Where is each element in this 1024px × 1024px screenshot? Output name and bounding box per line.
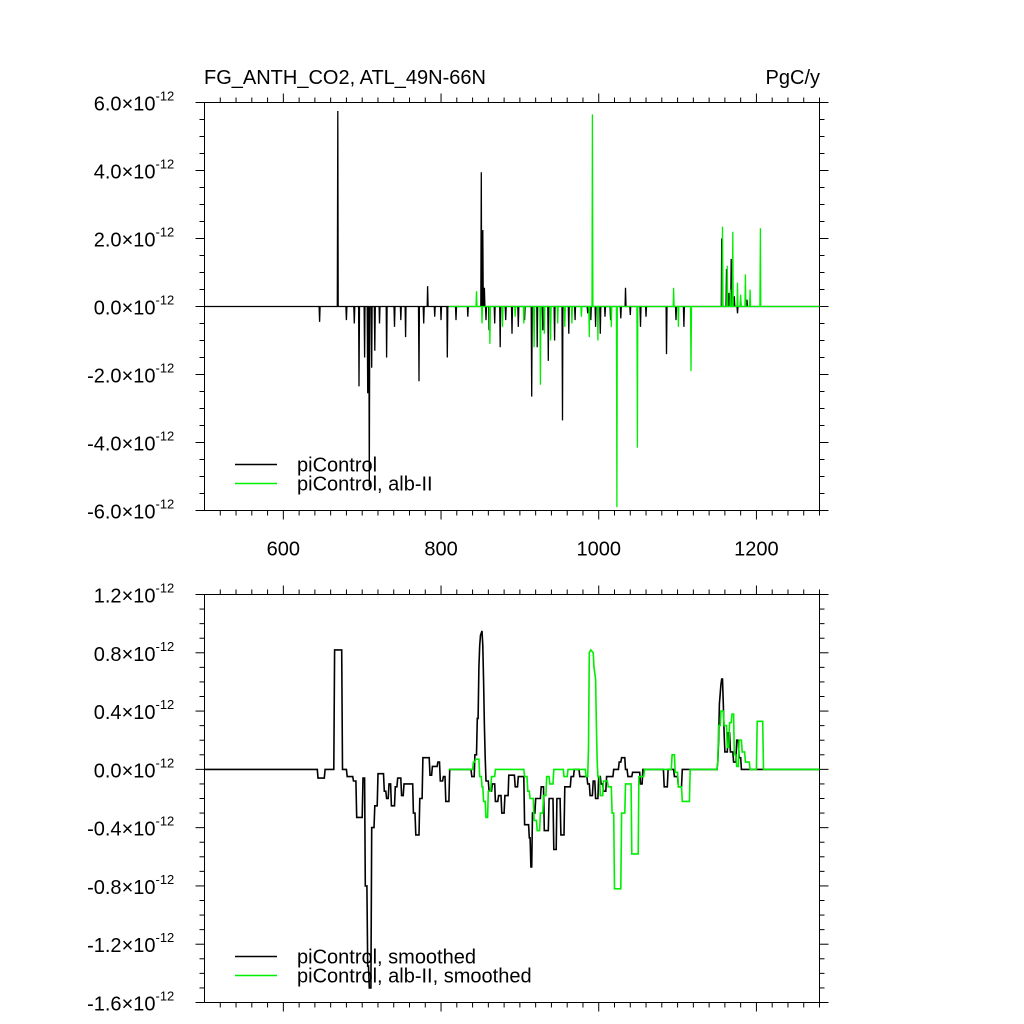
bottom-legend-label: piControl, alb-II, smoothed — [297, 966, 532, 988]
top-y-tick-exponent: -12 — [156, 361, 175, 376]
top-y-tick-times: ×10 — [122, 298, 156, 320]
top-y-tick-mantissa: -6.0 — [87, 502, 121, 524]
top-legend-label: piControl — [297, 455, 377, 477]
bottom-y-tick-exponent: -12 — [156, 930, 175, 945]
top-y-tick-label: -6.0×10 — [87, 502, 155, 524]
top-x-tick-label: 800 — [424, 539, 457, 561]
series-line-picontrol-smoothed — [204, 630, 820, 989]
top-y-tick-mantissa: 2.0 — [94, 230, 122, 252]
top-y-tick-label: 2.0×10 — [94, 230, 156, 252]
bottom-y-tick-mantissa: 0.8 — [94, 644, 122, 666]
bottom-plot-frame — [204, 594, 820, 1003]
bottom-y-tick-mantissa: 1.2 — [94, 586, 122, 608]
bottom-panel: -1.6×10 -12-1.2×10 -12-0.8×10 -12-0.4×10 -12… — [87, 581, 829, 1016]
top-y-tick-exponent: -12 — [156, 89, 175, 104]
bottom-y-tick-label: -1.2×10 — [87, 935, 155, 957]
top-y-tick-mantissa: -2.0 — [87, 366, 121, 388]
top-series-group — [204, 110, 820, 508]
bottom-y-tick-exponent: -12 — [156, 697, 175, 712]
bottom-legend-label: piControl, smoothed — [297, 947, 476, 969]
top-units: PgC/y — [766, 67, 820, 89]
bottom-y-tick-label: 0.8×10 — [94, 644, 156, 666]
bottom-y-tick-exponent: -12 — [156, 581, 175, 596]
bottom-y-tick-mantissa: -0.8 — [87, 877, 121, 899]
bottom-y-tick-times: ×10 — [122, 935, 156, 957]
bottom-y-tick-times: ×10 — [122, 760, 156, 782]
bottom-y-tick-mantissa: -1.6 — [87, 994, 121, 1016]
bottom-y-tick-times: ×10 — [122, 644, 156, 666]
top-title: FG_ANTH_CO2, ATL_49N-66N — [204, 67, 486, 89]
bottom-y-tick-label: 1.2×10 — [94, 586, 156, 608]
top-y-tick-mantissa: 6.0 — [94, 94, 122, 116]
top-panel: FG_ANTH_CO2, ATL_49N-66N PgC/y 600 800 100… — [87, 67, 829, 561]
top-x-tick-label: 600 — [267, 539, 300, 561]
top-y-tick-times: ×10 — [122, 366, 156, 388]
top-y-tick-exponent: -12 — [156, 157, 175, 172]
top-legend-label: piControl, alb-II — [297, 474, 433, 496]
top-y-tick-label: -2.0×10 — [87, 366, 155, 388]
bottom-y-tick-exponent: -12 — [156, 755, 175, 770]
top-x-tick-label: 1200 — [734, 539, 779, 561]
bottom-y-tick-times: ×10 — [122, 877, 156, 899]
bottom-y-tick-times: ×10 — [122, 994, 156, 1016]
top-y-tick-label: 6.0×10 — [94, 94, 156, 116]
bottom-y-tick-times: ×10 — [122, 702, 156, 724]
top-y-tick-mantissa: 0.0 — [94, 298, 122, 320]
bottom-y-tick-exponent: -12 — [156, 639, 175, 654]
top-y-tick-exponent: -12 — [156, 429, 175, 444]
top-y-tick-times: ×10 — [122, 502, 156, 524]
bottom-y-tick-label: -0.4×10 — [87, 819, 155, 841]
top-y-tick-times: ×10 — [122, 94, 156, 116]
bottom-y-tick-mantissa: -1.2 — [87, 935, 121, 957]
top-y-tick-exponent: -12 — [156, 225, 175, 240]
bottom-y-tick-exponent: -12 — [156, 872, 175, 887]
bottom-y-tick-times: ×10 — [122, 819, 156, 841]
top-y-tick-times: ×10 — [122, 230, 156, 252]
top-y-tick-exponent: -12 — [156, 293, 175, 308]
top-y-tick-exponent: -12 — [156, 497, 175, 512]
top-y-tick-label: 4.0×10 — [94, 162, 156, 184]
top-y-tick-times: ×10 — [122, 434, 156, 456]
top-y-tick-mantissa: 4.0 — [94, 162, 122, 184]
bottom-y-tick-times: ×10 — [122, 586, 156, 608]
bottom-y-tick-label: 0.4×10 — [94, 702, 156, 724]
bottom-y-tick-mantissa: -0.4 — [87, 819, 121, 841]
top-y-tick-label: -4.0×10 — [87, 434, 155, 456]
bottom-y-tick-mantissa: 0.0 — [94, 760, 122, 782]
top-y-tick-times: ×10 — [122, 162, 156, 184]
bottom-y-tick-label: -1.6×10 — [87, 994, 155, 1016]
bottom-y-tick-exponent: -12 — [156, 814, 175, 829]
bottom-series-group — [204, 630, 820, 989]
bottom-y-tick-mantissa: 0.4 — [94, 702, 122, 724]
top-y-tick-label: 0.0×10 — [94, 298, 156, 320]
series-line-picontrol-alb-ii — [448, 114, 820, 508]
bottom-y-tick-label: -0.8×10 — [87, 877, 155, 899]
bottom-y-tick-label: 0.0×10 — [94, 760, 156, 782]
bottom-y-tick-exponent: -12 — [156, 989, 175, 1004]
series-line-picontrol-alb-ii-smoothed — [448, 648, 820, 890]
top-y-tick-mantissa: -4.0 — [87, 434, 121, 456]
top-x-tick-label: 1000 — [576, 539, 621, 561]
